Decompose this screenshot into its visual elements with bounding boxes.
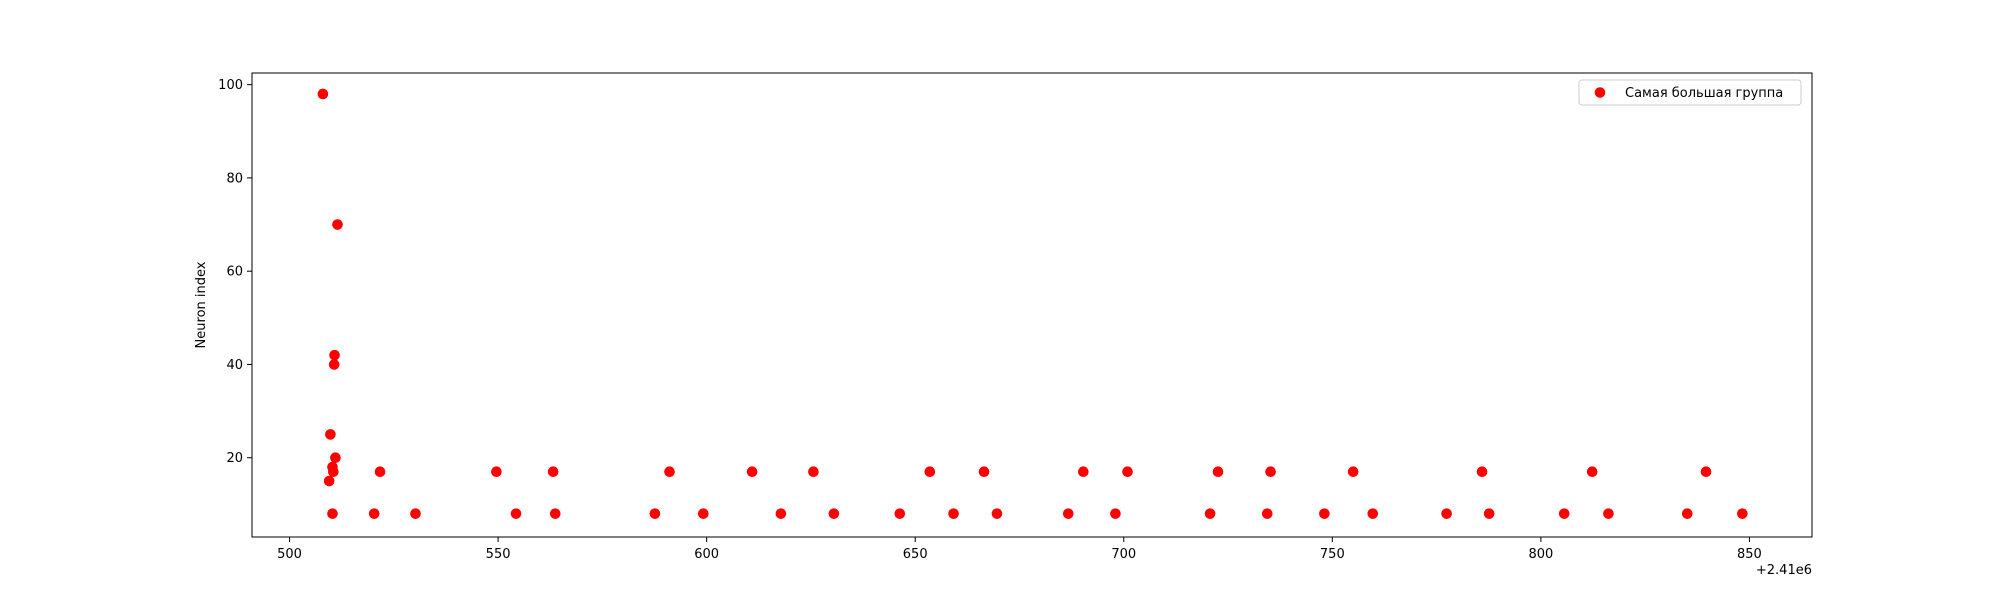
data-point xyxy=(491,466,502,478)
y-tick-label: 40 xyxy=(226,358,243,373)
data-point xyxy=(1441,508,1452,519)
data-point xyxy=(1261,508,1273,519)
data-point xyxy=(1476,466,1488,478)
data-point xyxy=(746,466,758,478)
legend-marker xyxy=(1594,87,1606,98)
data-point xyxy=(1078,466,1089,478)
data-point xyxy=(698,508,709,519)
data-point xyxy=(332,219,343,230)
data-point xyxy=(328,466,339,478)
data-point xyxy=(1347,466,1359,478)
x-tick-label: 500 xyxy=(277,547,302,562)
data-point xyxy=(1212,466,1224,478)
data-point xyxy=(1681,508,1693,519)
data-point xyxy=(1062,508,1074,519)
x-tick-label: 700 xyxy=(1111,547,1136,562)
x-tick-label: 600 xyxy=(694,547,719,562)
data-points xyxy=(317,88,1748,519)
plot-frame xyxy=(251,72,1813,538)
data-point xyxy=(410,508,421,519)
data-point xyxy=(1265,466,1276,478)
data-point xyxy=(328,359,340,370)
y-tick-label: 60 xyxy=(226,265,243,280)
legend-box xyxy=(1578,79,1802,106)
data-point xyxy=(317,88,329,100)
data-point xyxy=(374,466,386,478)
data-point xyxy=(649,508,661,519)
y-tick-label: 80 xyxy=(226,171,243,186)
x-axis-offset-label: +2.41e6 xyxy=(1756,563,1812,578)
data-point xyxy=(894,508,906,519)
x-tick-label: 650 xyxy=(903,547,928,562)
y-axis: 20 40 60 80 100 xyxy=(218,78,252,466)
data-point xyxy=(978,466,990,478)
data-point xyxy=(1558,508,1570,519)
data-point xyxy=(330,452,341,464)
x-tick-label: 750 xyxy=(1320,547,1345,562)
data-point xyxy=(828,508,840,519)
data-point xyxy=(1603,508,1614,519)
data-point xyxy=(1204,508,1216,519)
data-point xyxy=(775,508,787,519)
x-tick-label: 850 xyxy=(1737,547,1762,562)
data-point xyxy=(1586,466,1598,478)
y-tick-label: 20 xyxy=(226,451,243,466)
data-point xyxy=(808,466,819,478)
data-point xyxy=(1700,466,1712,478)
data-point xyxy=(1122,466,1133,478)
data-point xyxy=(1483,508,1495,519)
data-point xyxy=(368,508,380,519)
data-point xyxy=(323,475,335,487)
data-point xyxy=(991,508,1003,519)
data-point xyxy=(664,466,675,478)
data-point xyxy=(1319,508,1330,519)
data-point xyxy=(1737,508,1748,519)
plot-area xyxy=(251,72,1813,538)
data-point xyxy=(549,508,561,519)
x-tick-label: 550 xyxy=(486,547,511,562)
data-point xyxy=(325,429,336,440)
y-tick-label: 100 xyxy=(218,78,243,93)
data-point xyxy=(948,508,959,519)
data-point xyxy=(329,349,340,361)
data-point xyxy=(924,466,936,478)
y-axis-label: Neuron index xyxy=(194,261,209,348)
x-axis: 500 550 600 650 700 750 800 850 xyxy=(277,537,1762,562)
legend: Самая большая группа xyxy=(1578,79,1802,106)
data-point xyxy=(327,508,338,519)
legend-label: Самая большая группа xyxy=(1625,86,1783,101)
data-point xyxy=(1367,508,1379,519)
data-point xyxy=(1110,508,1121,519)
x-tick-label: 800 xyxy=(1528,547,1553,562)
data-point xyxy=(547,466,559,478)
data-point xyxy=(510,508,522,519)
